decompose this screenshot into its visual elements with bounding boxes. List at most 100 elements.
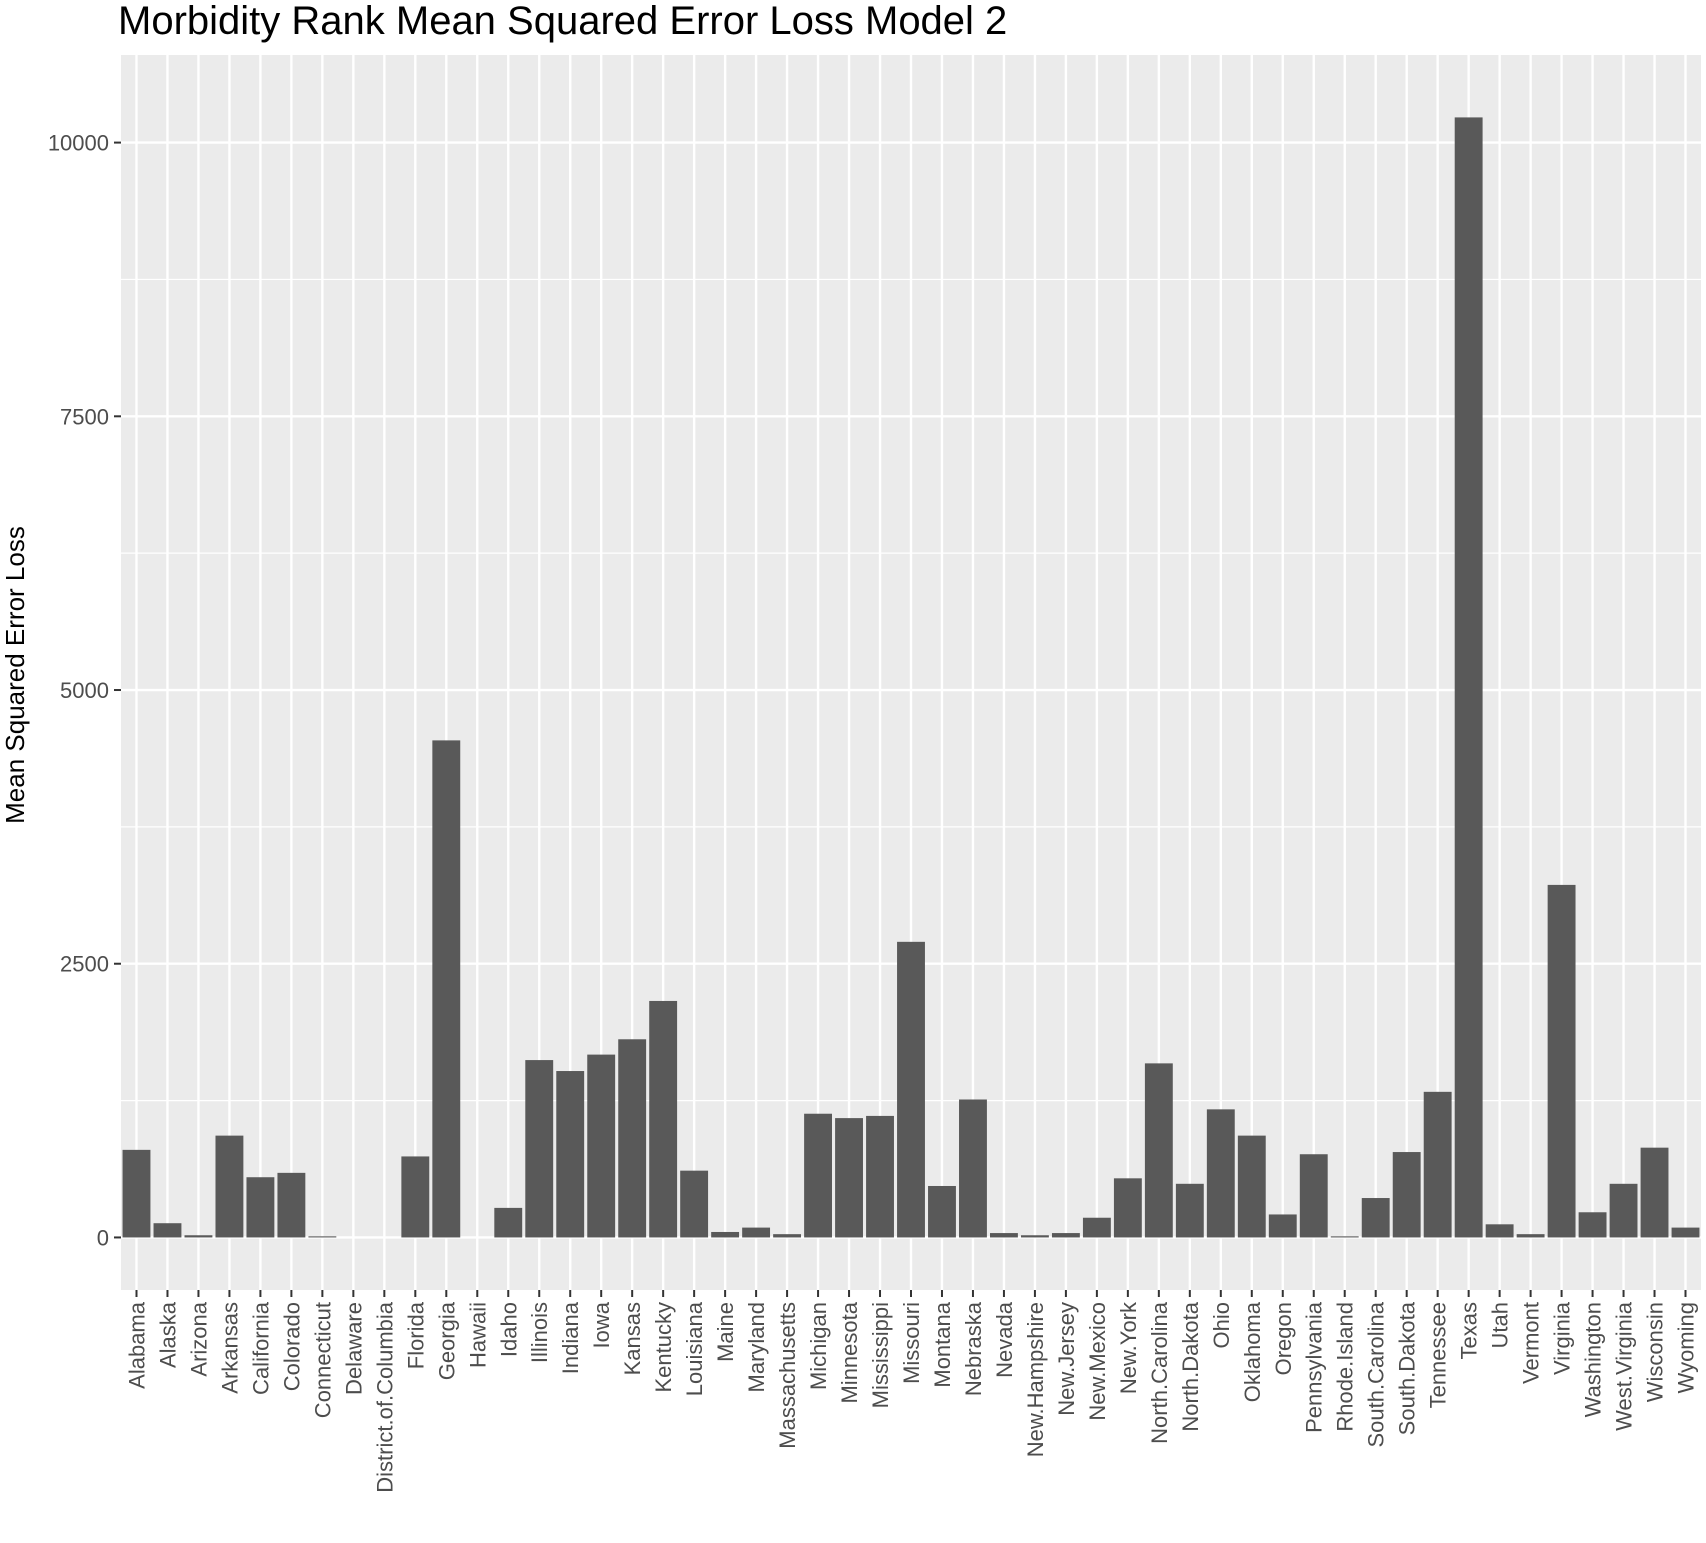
y-axis: 0 2500 5000 7500 10000 xyxy=(48,131,121,1250)
y-axis-label: Mean Squared Error Loss xyxy=(0,526,30,824)
y-tick-label: 0 xyxy=(97,1225,109,1250)
x-tick-label: Delaware xyxy=(341,1302,366,1395)
bar xyxy=(215,1135,244,1238)
bar xyxy=(1330,1236,1359,1238)
x-tick-label: South.Carolina xyxy=(1364,1301,1389,1447)
x-tick-label: Wisconsin xyxy=(1643,1302,1668,1402)
bar xyxy=(1547,884,1576,1238)
x-tick-label: Pennsylvania xyxy=(1302,1301,1327,1433)
bar xyxy=(1299,1154,1328,1238)
y-tick-label: 2500 xyxy=(60,952,109,977)
bar xyxy=(773,1234,802,1238)
x-tick-label: Minnesota xyxy=(837,1301,862,1403)
x-tick-label: Tennessee xyxy=(1426,1302,1451,1408)
bar xyxy=(1268,1214,1297,1238)
bar xyxy=(494,1207,523,1238)
bar xyxy=(959,1099,987,1238)
x-tick-label: Missouri xyxy=(899,1302,924,1384)
bar xyxy=(1609,1183,1638,1238)
x-tick-label: Washington xyxy=(1581,1302,1606,1417)
bar xyxy=(1454,117,1483,1238)
bar xyxy=(1144,1063,1173,1238)
bar xyxy=(1516,1234,1545,1238)
bar xyxy=(680,1170,709,1238)
bar xyxy=(897,941,925,1238)
x-tick-label: Alaska xyxy=(155,1301,180,1368)
bar xyxy=(308,1236,337,1238)
x-tick-label: Michigan xyxy=(806,1302,831,1390)
bar xyxy=(432,740,461,1238)
bar xyxy=(711,1231,740,1238)
bar xyxy=(1485,1224,1514,1238)
x-tick-label: Arkansas xyxy=(217,1302,242,1394)
x-tick-label: New.Mexico xyxy=(1085,1302,1110,1421)
x-tick-label: North.Dakota xyxy=(1178,1301,1203,1431)
bars xyxy=(122,117,1700,1238)
x-tick-label: California xyxy=(248,1301,273,1395)
x-tick-label: Illinois xyxy=(527,1302,552,1363)
x-tick-label: Louisiana xyxy=(682,1301,707,1396)
x-tick-label: Idaho xyxy=(496,1302,521,1357)
bar xyxy=(1671,1227,1700,1238)
x-tick-label: Connecticut xyxy=(310,1302,335,1418)
bar xyxy=(1206,1109,1235,1238)
x-tick-label: Oklahoma xyxy=(1240,1301,1265,1402)
y-tick-label: 10000 xyxy=(48,131,109,156)
bar xyxy=(866,1115,894,1238)
x-tick-label: New.Hampshire xyxy=(1023,1302,1048,1457)
bar xyxy=(401,1156,430,1238)
x-tick-label: Mississippi xyxy=(868,1302,893,1408)
bar xyxy=(1392,1152,1421,1238)
bar xyxy=(246,1177,275,1238)
bar xyxy=(153,1223,182,1238)
x-tick-label: Nevada xyxy=(992,1301,1017,1378)
x-tick-label: Arizona xyxy=(186,1301,211,1376)
chart-title: Morbidity Rank Mean Squared Error Loss M… xyxy=(118,0,1007,43)
bar xyxy=(618,1039,647,1238)
x-tick-label: Wyoming xyxy=(1674,1302,1699,1394)
x-tick-label: Virginia xyxy=(1550,1301,1575,1375)
x-tick-label: Florida xyxy=(403,1301,428,1369)
bar xyxy=(184,1235,213,1238)
bar xyxy=(525,1060,554,1238)
x-tick-label: District.of.Columbia xyxy=(372,1301,397,1492)
bar xyxy=(1237,1135,1266,1238)
bar xyxy=(990,1233,1018,1238)
x-tick-label: New.Jersey xyxy=(1054,1302,1079,1416)
bar xyxy=(1051,1233,1080,1238)
x-tick-label: Montana xyxy=(930,1301,955,1387)
x-tick-label: Iowa xyxy=(589,1301,614,1348)
x-tick-label: Georgia xyxy=(434,1301,459,1380)
bar xyxy=(835,1118,863,1238)
x-tick-label: Maryland xyxy=(744,1302,769,1392)
x-tick-label: Kansas xyxy=(620,1302,645,1375)
y-tick-label: 5000 xyxy=(60,678,109,703)
bar xyxy=(122,1149,151,1238)
x-tick-label: Maine xyxy=(713,1302,738,1362)
bar xyxy=(742,1227,771,1238)
x-tick-label: Nebraska xyxy=(961,1301,986,1396)
bar xyxy=(804,1113,832,1238)
bar xyxy=(1578,1212,1607,1238)
x-tick-label: Utah xyxy=(1488,1302,1513,1348)
x-tick-label: West.Virginia xyxy=(1612,1301,1637,1431)
x-tick-label: New.York xyxy=(1116,1301,1141,1394)
x-tick-label: Oregon xyxy=(1271,1302,1296,1375)
bar xyxy=(649,1000,678,1238)
x-tick-label: North.Carolina xyxy=(1147,1301,1172,1444)
x-tick-label: Ohio xyxy=(1209,1302,1234,1348)
x-tick-label: Indiana xyxy=(558,1301,583,1374)
bar xyxy=(556,1071,585,1238)
bar xyxy=(1113,1178,1142,1238)
x-tick-label: Kentucky xyxy=(651,1302,676,1393)
x-tick-label: Vermont xyxy=(1519,1302,1544,1384)
bar xyxy=(587,1054,616,1238)
x-tick-label: Hawaii xyxy=(465,1302,490,1368)
x-tick-label: Alabama xyxy=(124,1301,149,1389)
x-axis: Alabama Alaska Arizona Arkansas California Co… xyxy=(124,1290,1699,1493)
x-tick-label: Colorado xyxy=(279,1302,304,1391)
x-tick-label: Texas xyxy=(1457,1302,1482,1359)
bar xyxy=(1361,1198,1390,1238)
